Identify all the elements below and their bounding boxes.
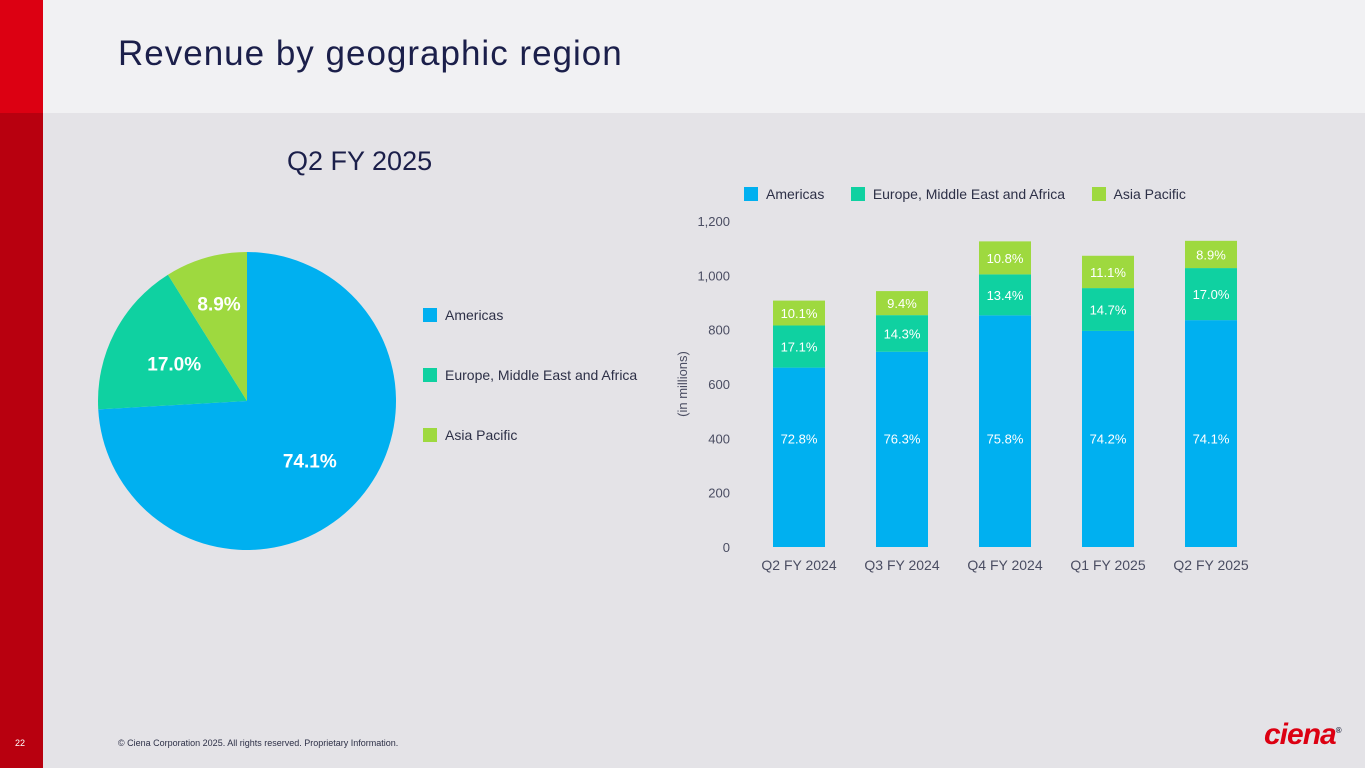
- y-tick-label: 400: [708, 431, 730, 446]
- americas-swatch: [423, 307, 437, 322]
- bar-data-label: 10.8%: [987, 251, 1024, 266]
- bar-legend-label: Americas: [766, 185, 825, 202]
- bar-segment: [876, 315, 928, 352]
- side-bar: [0, 0, 43, 768]
- bar-chart: 0 200 400 600 800 1,000 1,200 (in millions) 72.8…: [675, 214, 1249, 573]
- y-axis-label: (in millions): [675, 351, 690, 417]
- x-tick-label: Q2 FY 2024: [761, 557, 836, 573]
- ciena-logo: ciena®: [1264, 718, 1342, 752]
- pie-chart: 74.1% 17.0% 8.9%: [98, 252, 396, 550]
- pie-legend-item-apac: Asia Pacific: [423, 426, 517, 444]
- bar-segment: [876, 291, 928, 316]
- bar-data-label: 13.4%: [987, 288, 1024, 303]
- bar-data-label: 10.1%: [781, 306, 818, 321]
- bar-segment: [979, 241, 1031, 275]
- bar-legend: Americas Europe, Middle East and Africa …: [744, 185, 1208, 203]
- registered-mark: ®: [1335, 726, 1342, 735]
- y-tick-label: 0: [723, 540, 730, 555]
- copyright-notice: © Ciena Corporation 2025. All rights res…: [118, 738, 399, 748]
- americas-swatch: [744, 186, 758, 201]
- bar-data-label: 74.1%: [1193, 431, 1230, 446]
- pie-slice-label: 17.0%: [147, 354, 201, 375]
- bar-segment: [1185, 268, 1237, 321]
- pie-slice: [98, 274, 247, 410]
- bar-segment: [1082, 255, 1134, 289]
- bar-data-label: 14.7%: [1090, 303, 1127, 318]
- bar-data-label: 17.0%: [1193, 287, 1230, 302]
- bar-legend-item-americas: Americas: [744, 185, 824, 203]
- bar-segment: [773, 325, 825, 368]
- y-tick-label: 600: [708, 377, 730, 392]
- x-tick-label: Q4 FY 2024: [967, 557, 1042, 573]
- pie-slice: [167, 252, 247, 401]
- apac-swatch: [1091, 186, 1106, 201]
- bar-legend-label: Europe, Middle East and Africa: [872, 185, 1066, 202]
- x-tick-label: Q2 FY 2025: [1173, 557, 1248, 573]
- y-tick-label: 1,200: [697, 214, 730, 229]
- bar-data-label: 72.8%: [781, 431, 818, 446]
- bar-segment: [1185, 320, 1237, 547]
- side-bar-accent: [0, 0, 43, 113]
- bar-segment: [773, 300, 825, 326]
- bar-data-label: 9.4%: [887, 296, 917, 311]
- logo-text: ciena: [1264, 718, 1337, 751]
- y-tick-label: 1,000: [697, 268, 730, 283]
- bar-segment: [1082, 330, 1134, 547]
- bar-segment: [1082, 288, 1134, 331]
- bar-data-label: 11.1%: [1090, 265, 1126, 280]
- bar-legend-item-apac: Asia Pacific: [1091, 185, 1186, 203]
- pie-legend-label: Europe, Middle East and Africa: [445, 366, 638, 383]
- bar-segment: [979, 315, 1031, 547]
- bar-data-label: 17.1%: [781, 340, 818, 355]
- page-title: Revenue by geographic region: [118, 34, 623, 73]
- pie-chart-title: Q2 FY 2025: [287, 146, 433, 176]
- emea-swatch: [423, 367, 437, 382]
- bar-segment: [1185, 240, 1237, 269]
- header-band: [43, 0, 1365, 113]
- x-tick-label: Q3 FY 2024: [864, 557, 939, 573]
- pie-legend-label: Asia Pacific: [445, 426, 518, 443]
- pie-slice-label: 8.9%: [197, 295, 240, 316]
- pie-legend-item-americas: Americas: [423, 306, 503, 324]
- apac-swatch: [423, 427, 437, 442]
- pie-legend-label: Americas: [445, 306, 504, 323]
- page-number: 22: [15, 738, 26, 748]
- pie-legend-item-emea: Europe, Middle East and Africa: [423, 366, 637, 384]
- bar-legend-item-emea: Europe, Middle East and Africa: [850, 185, 1066, 203]
- y-tick-label: 200: [708, 486, 730, 501]
- bar-segment: [876, 351, 928, 547]
- y-tick-label: 800: [708, 323, 730, 338]
- bar-segment: [773, 367, 825, 547]
- bar-data-label: 75.8%: [987, 431, 1024, 446]
- emea-swatch: [850, 186, 865, 201]
- pie-slice: [98, 252, 396, 550]
- bar-data-label: 14.3%: [884, 326, 921, 341]
- bar-data-label: 74.2%: [1090, 431, 1127, 446]
- pie-slice-label: 74.1%: [283, 451, 337, 472]
- bar-segment: [979, 274, 1031, 316]
- x-tick-label: Q1 FY 2025: [1070, 557, 1145, 573]
- bar-data-label: 8.9%: [1196, 247, 1226, 262]
- bar-legend-label: Asia Pacific: [1113, 185, 1186, 202]
- bar-data-label: 76.3%: [884, 431, 921, 446]
